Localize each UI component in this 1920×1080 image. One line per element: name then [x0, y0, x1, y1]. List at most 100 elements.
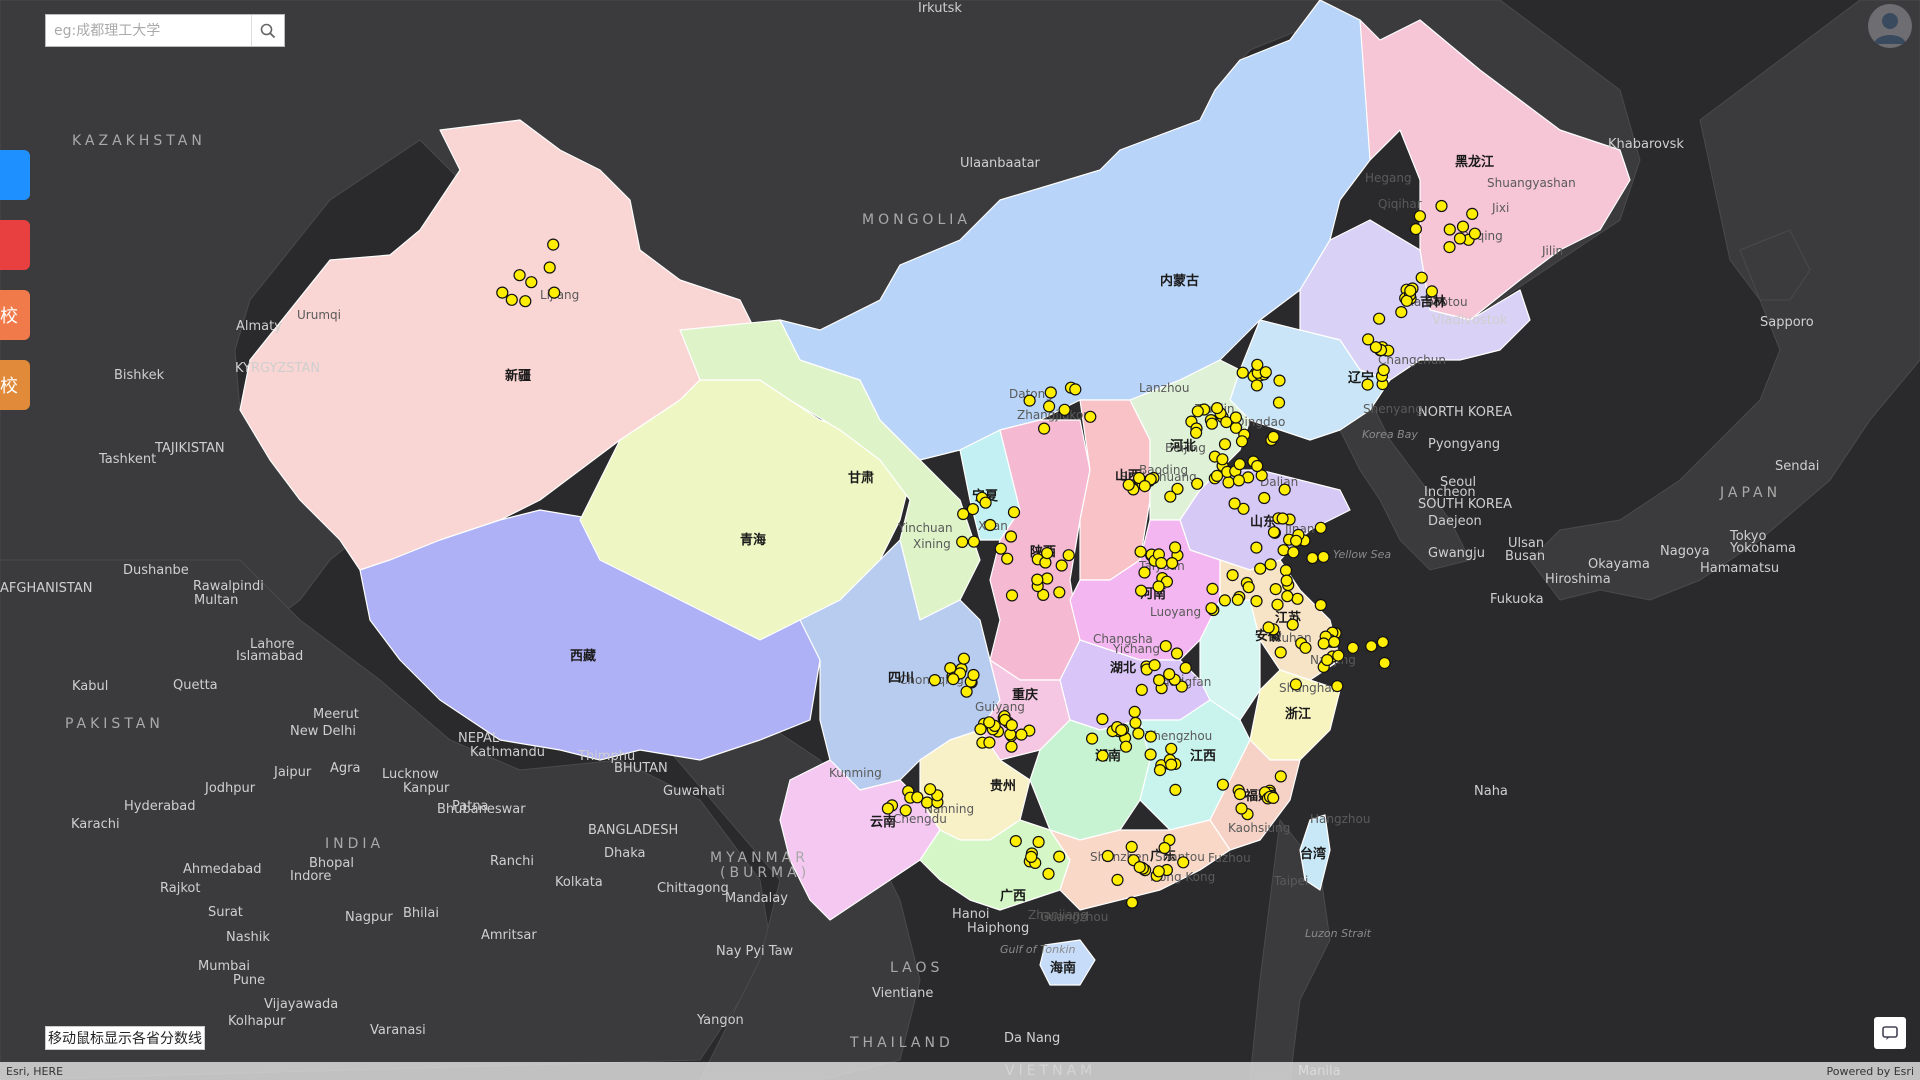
- university-marker[interactable]: [1005, 740, 1018, 753]
- university-marker[interactable]: [1096, 749, 1109, 762]
- university-marker[interactable]: [1085, 732, 1099, 745]
- university-marker[interactable]: [920, 796, 934, 809]
- university-marker[interactable]: [1377, 364, 1390, 377]
- university-marker[interactable]: [1037, 422, 1051, 435]
- university-marker[interactable]: [1205, 417, 1219, 430]
- university-marker[interactable]: [1231, 593, 1244, 606]
- university-marker[interactable]: [1242, 581, 1255, 594]
- university-marker[interactable]: [911, 791, 924, 804]
- university-marker[interactable]: [1365, 640, 1378, 653]
- university-marker[interactable]: [983, 716, 996, 729]
- university-marker[interactable]: [1272, 396, 1286, 409]
- university-marker[interactable]: [1037, 588, 1050, 602]
- university-marker[interactable]: [967, 668, 980, 682]
- university-marker[interactable]: [1271, 598, 1284, 611]
- university-marker[interactable]: [1165, 556, 1179, 570]
- university-marker[interactable]: [496, 286, 509, 299]
- university-marker[interactable]: [1286, 618, 1299, 631]
- university-marker[interactable]: [1425, 285, 1439, 298]
- university-marker[interactable]: [947, 672, 960, 686]
- feedback-button[interactable]: [1874, 1017, 1906, 1049]
- university-marker[interactable]: [1331, 679, 1344, 693]
- university-marker[interactable]: [1165, 758, 1178, 771]
- university-marker[interactable]: [1058, 403, 1071, 416]
- university-marker[interactable]: [1332, 649, 1345, 662]
- university-marker[interactable]: [1400, 294, 1413, 307]
- university-marker[interactable]: [1005, 718, 1018, 732]
- university-marker[interactable]: [1279, 564, 1293, 577]
- university-marker[interactable]: [1289, 678, 1303, 691]
- university-marker[interactable]: [1281, 590, 1294, 603]
- university-marker[interactable]: [1115, 724, 1128, 737]
- university-marker[interactable]: [1096, 712, 1109, 726]
- university-marker[interactable]: [979, 496, 992, 509]
- university-marker[interactable]: [1278, 483, 1291, 496]
- university-markers[interactable]: [496, 199, 1482, 909]
- university-marker[interactable]: [1453, 232, 1467, 245]
- university-marker[interactable]: [1235, 435, 1249, 448]
- university-marker[interactable]: [1144, 748, 1157, 761]
- university-marker[interactable]: [1369, 341, 1383, 354]
- side-button-2[interactable]: [0, 220, 30, 270]
- university-marker[interactable]: [1250, 379, 1264, 392]
- university-marker[interactable]: [994, 542, 1007, 555]
- university-marker[interactable]: [1222, 476, 1235, 489]
- university-marker[interactable]: [966, 503, 980, 516]
- university-marker[interactable]: [505, 293, 518, 306]
- university-marker[interactable]: [1435, 199, 1448, 213]
- university-marker[interactable]: [1170, 647, 1184, 660]
- university-marker[interactable]: [1001, 552, 1014, 565]
- province-taiwan[interactable]: [1299, 814, 1331, 891]
- university-marker[interactable]: [1267, 526, 1281, 539]
- university-marker[interactable]: [1210, 469, 1224, 482]
- university-marker[interactable]: [1276, 512, 1289, 525]
- university-marker[interactable]: [1125, 896, 1139, 909]
- university-marker[interactable]: [1443, 223, 1456, 236]
- university-marker[interactable]: [1228, 497, 1241, 510]
- university-marker[interactable]: [1040, 546, 1054, 560]
- university-marker[interactable]: [1251, 358, 1264, 371]
- university-marker[interactable]: [1041, 572, 1054, 585]
- university-marker[interactable]: [1155, 556, 1168, 570]
- university-marker[interactable]: [1250, 594, 1263, 608]
- university-marker[interactable]: [1125, 840, 1138, 854]
- university-marker[interactable]: [1069, 383, 1082, 396]
- university-marker[interactable]: [1004, 530, 1018, 543]
- university-marker[interactable]: [1138, 480, 1151, 493]
- university-marker[interactable]: [1273, 374, 1286, 387]
- university-marker[interactable]: [1171, 482, 1184, 495]
- university-marker[interactable]: [984, 518, 997, 532]
- university-marker[interactable]: [1210, 402, 1224, 415]
- university-marker[interactable]: [1023, 394, 1036, 407]
- university-marker[interactable]: [1132, 727, 1145, 740]
- university-marker[interactable]: [1128, 705, 1141, 719]
- province-yunnan[interactable]: [779, 759, 941, 921]
- user-avatar[interactable]: [1868, 4, 1912, 48]
- university-marker[interactable]: [1163, 667, 1176, 681]
- university-marker[interactable]: [1025, 850, 1038, 864]
- university-marker[interactable]: [928, 673, 941, 687]
- university-marker[interactable]: [1134, 584, 1148, 597]
- university-marker[interactable]: [1009, 834, 1022, 848]
- university-marker[interactable]: [1413, 210, 1427, 223]
- university-marker[interactable]: [1233, 787, 1247, 801]
- university-marker[interactable]: [1456, 220, 1470, 233]
- university-marker[interactable]: [1378, 656, 1391, 670]
- university-marker[interactable]: [1119, 740, 1133, 753]
- university-marker[interactable]: [1321, 653, 1334, 667]
- university-marker[interactable]: [957, 652, 971, 665]
- search-button[interactable]: [251, 15, 284, 46]
- university-marker[interactable]: [519, 295, 532, 308]
- university-marker[interactable]: [1466, 207, 1479, 220]
- university-marker[interactable]: [1055, 559, 1068, 572]
- university-marker[interactable]: [1236, 366, 1249, 379]
- university-marker[interactable]: [1179, 661, 1192, 675]
- university-marker[interactable]: [1259, 366, 1272, 379]
- university-marker[interactable]: [1314, 598, 1327, 612]
- university-marker[interactable]: [1053, 850, 1066, 863]
- university-marker[interactable]: [1226, 568, 1239, 582]
- university-marker[interactable]: [1264, 558, 1277, 571]
- university-marker[interactable]: [1237, 502, 1250, 515]
- university-marker[interactable]: [1177, 856, 1190, 869]
